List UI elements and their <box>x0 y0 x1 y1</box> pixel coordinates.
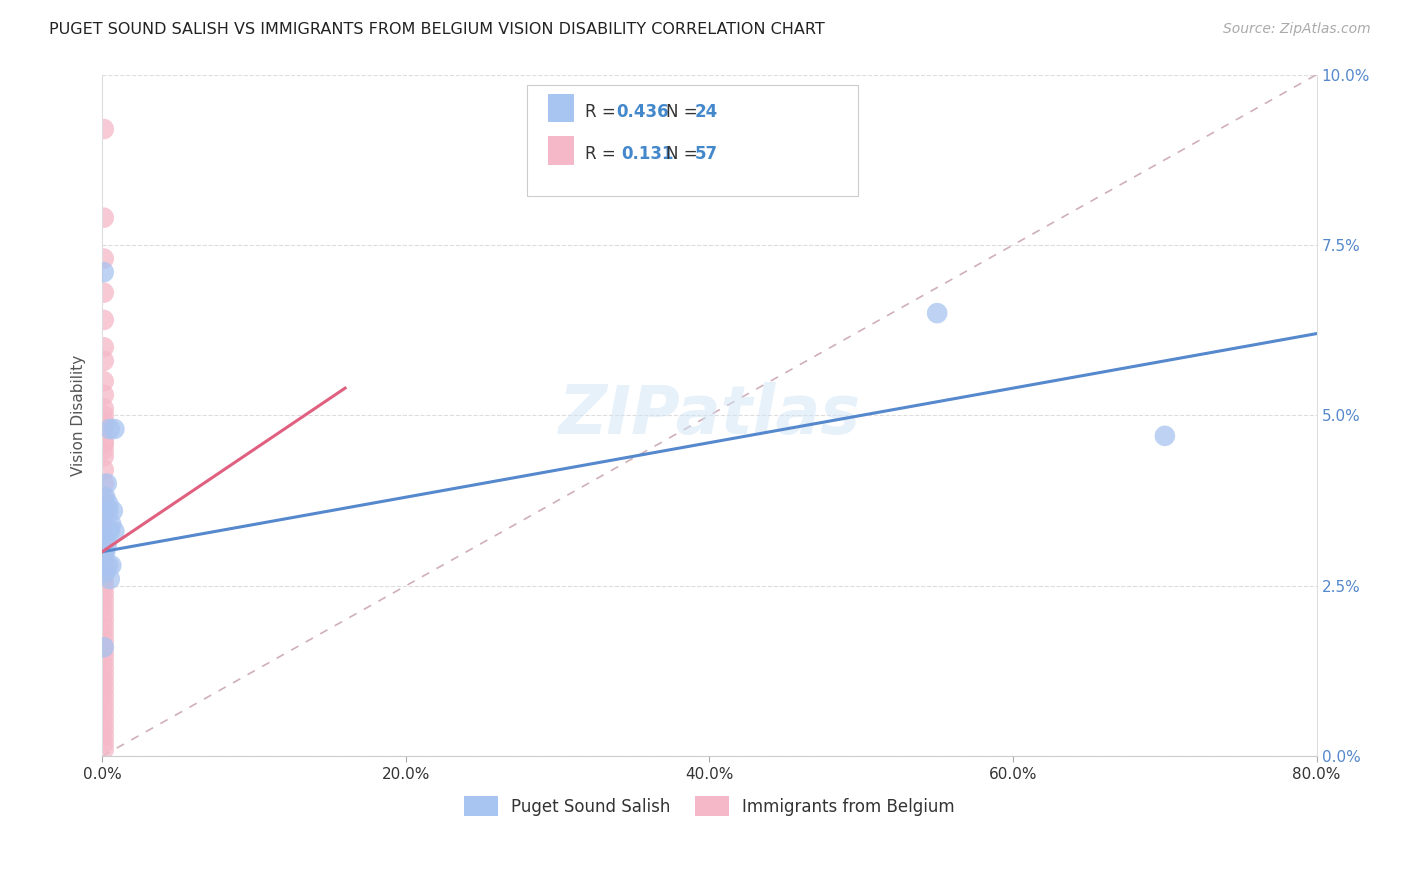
Point <box>93 442 115 457</box>
Point <box>93 688 115 702</box>
Point <box>927 306 949 320</box>
Point <box>93 654 115 668</box>
Point <box>100 517 122 532</box>
Point <box>93 285 115 300</box>
Point <box>96 538 118 552</box>
Point <box>94 545 117 559</box>
Point <box>93 340 115 354</box>
Point <box>93 409 115 423</box>
Point <box>93 435 115 450</box>
Text: Source: ZipAtlas.com: Source: ZipAtlas.com <box>1223 22 1371 37</box>
Point <box>93 415 115 429</box>
Text: N =: N = <box>666 103 703 120</box>
Point <box>96 524 118 539</box>
Point <box>93 545 115 559</box>
Point <box>93 640 115 655</box>
Legend: Puget Sound Salish, Immigrants from Belgium: Puget Sound Salish, Immigrants from Belg… <box>457 789 962 823</box>
Point <box>93 265 115 279</box>
Point <box>93 545 115 559</box>
Point <box>93 504 115 518</box>
Point <box>93 538 115 552</box>
Point <box>93 647 115 661</box>
Point <box>93 667 115 681</box>
Point <box>93 640 115 655</box>
Point <box>93 701 115 715</box>
Text: N =: N = <box>666 145 703 163</box>
Text: R =: R = <box>585 103 621 120</box>
Text: R =: R = <box>585 145 626 163</box>
Point <box>1153 429 1175 443</box>
Point <box>96 524 118 539</box>
Text: 57: 57 <box>695 145 717 163</box>
Point <box>93 695 115 709</box>
Point <box>93 585 115 599</box>
Point <box>97 497 120 511</box>
Point <box>93 715 115 730</box>
Point <box>93 572 115 586</box>
Point <box>93 531 115 545</box>
Point <box>94 490 117 504</box>
Point <box>93 524 115 539</box>
Point <box>103 422 125 436</box>
Point <box>93 620 115 634</box>
Point <box>93 252 115 266</box>
Point <box>103 524 125 539</box>
Text: 0.436: 0.436 <box>616 103 668 120</box>
Point <box>93 708 115 723</box>
Text: 24: 24 <box>695 103 718 120</box>
Point <box>93 490 115 504</box>
Point <box>93 633 115 648</box>
Point <box>93 401 115 416</box>
Point <box>97 504 120 518</box>
Point <box>93 476 115 491</box>
Point <box>101 504 124 518</box>
Point <box>93 722 115 736</box>
Point <box>93 551 115 566</box>
Point <box>93 211 115 225</box>
Point <box>93 388 115 402</box>
Point <box>93 681 115 695</box>
Point <box>93 510 115 524</box>
Point <box>93 736 115 750</box>
Point <box>93 729 115 743</box>
Text: 0.131: 0.131 <box>621 145 673 163</box>
Point <box>93 463 115 477</box>
Point <box>94 565 117 579</box>
Point <box>97 558 120 573</box>
Point <box>96 476 118 491</box>
Point <box>93 613 115 627</box>
Point <box>93 558 115 573</box>
Point <box>93 592 115 607</box>
Text: PUGET SOUND SALISH VS IMMIGRANTS FROM BELGIUM VISION DISABILITY CORRELATION CHAR: PUGET SOUND SALISH VS IMMIGRANTS FROM BE… <box>49 22 825 37</box>
Point <box>93 313 115 327</box>
Text: ZIPatlas: ZIPatlas <box>558 383 860 449</box>
Point <box>94 504 117 518</box>
Point <box>93 435 115 450</box>
Point <box>93 674 115 689</box>
Point <box>93 122 115 136</box>
Point <box>93 374 115 388</box>
Point <box>93 626 115 640</box>
Point <box>93 660 115 674</box>
Point <box>93 517 115 532</box>
Point <box>98 572 121 586</box>
Y-axis label: Vision Disability: Vision Disability <box>72 355 86 476</box>
Point <box>93 742 115 756</box>
Point <box>98 524 121 539</box>
Point <box>93 579 115 593</box>
Point <box>93 599 115 614</box>
Point <box>93 450 115 464</box>
Point <box>98 422 121 436</box>
Point <box>93 354 115 368</box>
Point <box>100 558 122 573</box>
Point <box>93 606 115 620</box>
Point <box>93 497 115 511</box>
Point <box>93 422 115 436</box>
Point <box>93 565 115 579</box>
